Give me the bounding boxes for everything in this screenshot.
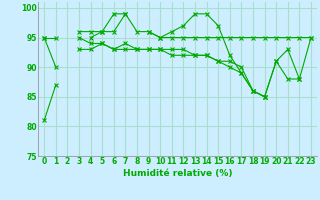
X-axis label: Humidité relative (%): Humidité relative (%) <box>123 169 232 178</box>
